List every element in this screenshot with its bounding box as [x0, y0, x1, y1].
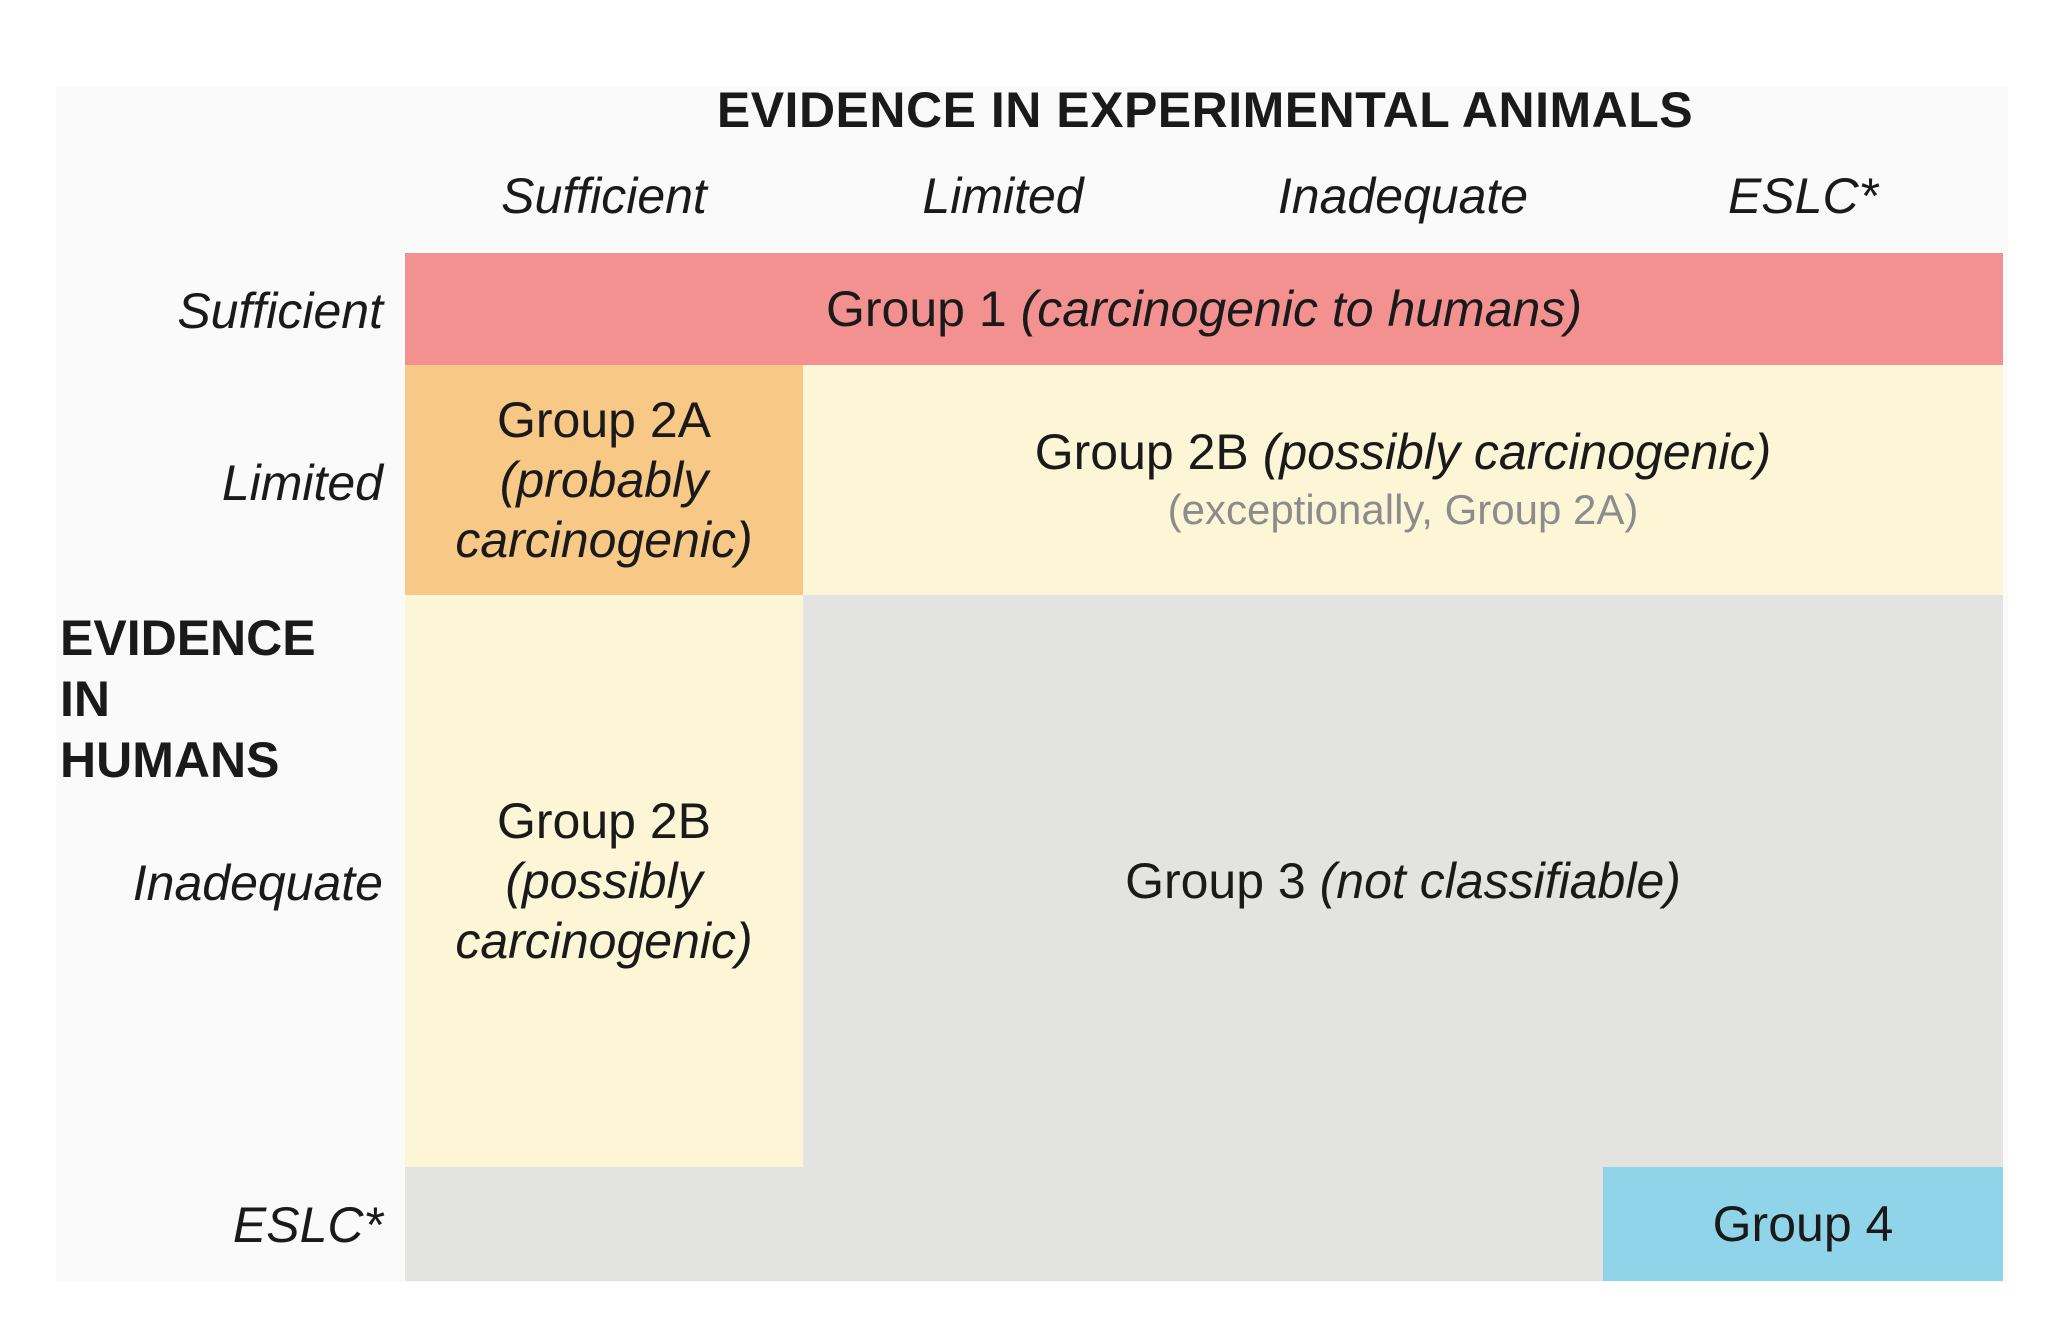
group1-text: Group 1 (carcinogenic to humans) [826, 279, 1582, 339]
group2a-qualifier-line-1: (probably [499, 452, 709, 508]
row-header-inadequate: Inadequate [132, 855, 383, 911]
group3-qualifier: (not classifiable) [1319, 853, 1681, 909]
x-axis-title: EVIDENCE IN EXPERIMENTAL ANIMALS [716, 82, 1694, 138]
group3-label: Group 3 [1125, 853, 1306, 909]
col-header-inadequate: Inadequate [1277, 168, 1529, 224]
group1-cell: Group 1 (carcinogenic to humans) [405, 253, 2003, 365]
y-axis-title: EVIDENCE IN HUMANS [60, 608, 380, 791]
group2b-inadequate-label: Group 2B [496, 793, 711, 849]
y-axis-title-line-1: EVIDENCE [60, 610, 316, 666]
group2a-qualifier-line-2: carcinogenic) [455, 512, 753, 568]
group2b-limited-note: (exceptionally, Group 2A) [1167, 486, 1639, 533]
col-header-limited: Limited [922, 168, 1084, 224]
row-header-limited: Limited [221, 455, 383, 511]
y-axis-title-line-2: IN [60, 671, 110, 727]
group2a-cell: Group 2A (probably carcinogenic) [405, 365, 803, 595]
group2b-inadequate-cell: Group 2B (possibly carcinogenic) [405, 595, 803, 1167]
eslc-row-gray-cell [405, 1167, 1603, 1281]
group3-cell: Group 3 (not classifiable) [803, 595, 2003, 1167]
group2a-label: Group 2A [496, 392, 711, 448]
group2b-limited-text: Group 2B (possibly carcinogenic) [1035, 422, 1771, 482]
group1-label: Group 1 [826, 281, 1007, 337]
group4-cell: Group 4 [1603, 1167, 2003, 1281]
group4-label: Group 4 [1712, 1196, 1894, 1252]
group3-text: Group 3 (not classifiable) [1125, 851, 1681, 911]
group2b-limited-qualifier: (possibly carcinogenic) [1262, 424, 1772, 480]
col-header-eslc: ESLC* [1727, 168, 1879, 224]
y-axis-title-line-3: HUMANS [60, 732, 280, 788]
row-header-sufficient: Sufficient [177, 283, 383, 339]
group2b-limited-cell: Group 2B (possibly carcinogenic) (except… [803, 365, 2003, 595]
col-header-sufficient: Sufficient [501, 168, 707, 224]
group2b-inadequate-qualifier-line-1: (possibly [505, 853, 703, 909]
group2b-inadequate-qualifier-line-2: carcinogenic) [455, 913, 753, 969]
group1-qualifier: (carcinogenic to humans) [1020, 281, 1582, 337]
group2b-limited-label: Group 2B [1034, 424, 1249, 480]
row-header-eslc: ESLC* [232, 1197, 383, 1253]
